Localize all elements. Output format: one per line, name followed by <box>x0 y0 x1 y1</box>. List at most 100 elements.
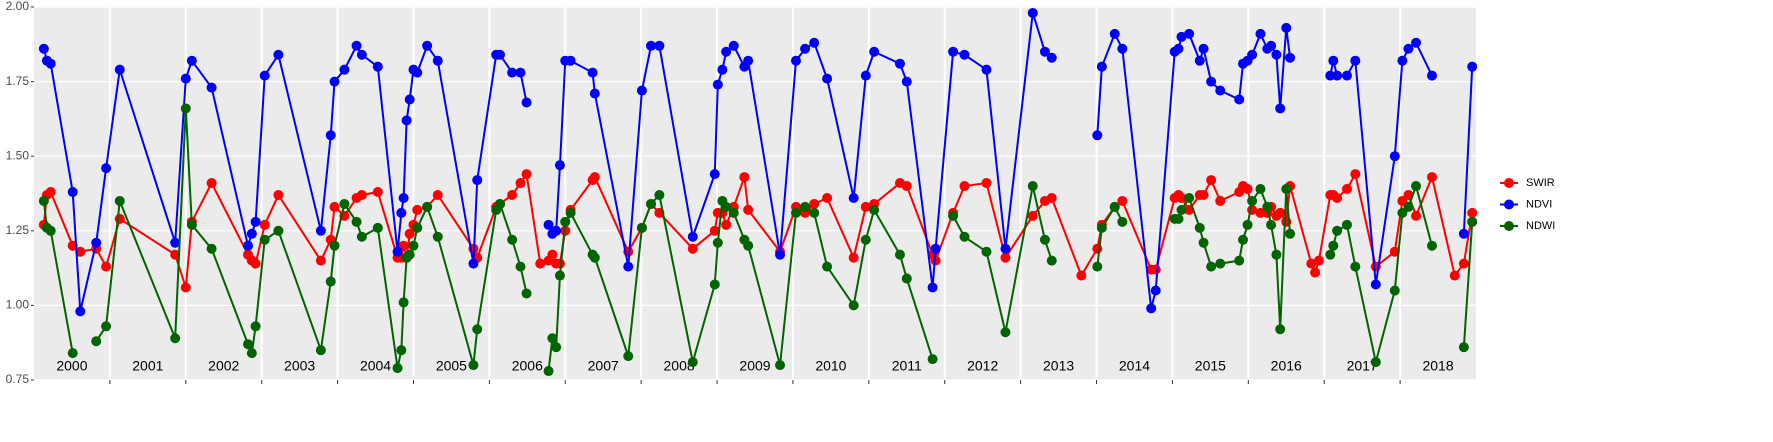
point <box>1000 243 1011 254</box>
point <box>259 70 270 81</box>
x-tick-label: 2011 <box>892 358 922 374</box>
point <box>623 351 634 362</box>
point <box>1215 258 1226 269</box>
legend-point <box>1504 221 1514 231</box>
point <box>636 85 647 96</box>
point <box>259 234 270 245</box>
point <box>392 363 403 374</box>
point <box>959 231 970 242</box>
point <box>372 187 383 198</box>
point <box>930 243 941 254</box>
point <box>981 64 992 75</box>
x-tick-label: 2007 <box>588 358 619 374</box>
point <box>38 195 49 206</box>
point <box>243 240 254 251</box>
point <box>273 225 284 236</box>
point <box>186 219 197 230</box>
point <box>927 282 938 293</box>
point <box>329 76 340 87</box>
point <box>981 246 992 257</box>
point <box>535 258 546 269</box>
point <box>1328 240 1339 251</box>
point <box>325 130 336 141</box>
point <box>1255 28 1266 39</box>
point <box>743 55 754 66</box>
point <box>1266 219 1277 230</box>
point <box>901 76 912 87</box>
point <box>948 210 959 221</box>
point <box>809 207 820 218</box>
point <box>1206 261 1217 272</box>
x-tick-label: 2002 <box>208 358 239 374</box>
point <box>848 300 859 311</box>
point <box>243 339 254 350</box>
point <box>38 43 49 54</box>
point <box>372 61 383 72</box>
x-tick-label: 2017 <box>1347 358 1378 374</box>
point <box>547 249 558 260</box>
point <box>1426 172 1437 183</box>
point <box>1341 184 1352 195</box>
point <box>1215 85 1226 96</box>
point <box>1458 342 1469 353</box>
point <box>392 246 403 257</box>
point <box>1096 222 1107 233</box>
point <box>1449 270 1460 281</box>
point <box>412 67 423 78</box>
point <box>170 249 181 260</box>
point <box>67 348 78 359</box>
point <box>709 225 720 236</box>
point <box>180 282 191 293</box>
point <box>246 348 257 359</box>
point <box>250 216 261 227</box>
x-tick-label: 2000 <box>56 358 87 374</box>
legend-point <box>1504 178 1514 188</box>
point <box>1092 130 1103 141</box>
point <box>687 357 698 368</box>
point <box>717 64 728 75</box>
point <box>1281 184 1292 195</box>
point <box>67 187 78 198</box>
point <box>1000 252 1011 263</box>
point <box>721 46 732 57</box>
point <box>339 64 350 75</box>
point <box>515 67 526 78</box>
point <box>1350 169 1361 180</box>
point <box>1146 303 1157 314</box>
point <box>515 261 526 272</box>
point <box>1176 204 1187 215</box>
point <box>565 55 576 66</box>
point <box>1247 49 1258 60</box>
point <box>1150 285 1161 296</box>
point <box>1255 207 1266 218</box>
point <box>809 198 820 209</box>
point <box>515 178 526 189</box>
y-tick-label: 1.25 <box>6 223 30 237</box>
point <box>654 40 665 51</box>
point <box>712 237 723 248</box>
point <box>315 345 326 356</box>
point <box>315 255 326 266</box>
legend-point <box>1504 199 1514 210</box>
point <box>800 201 811 212</box>
point <box>709 279 720 290</box>
point <box>1046 255 1057 266</box>
point <box>1341 70 1352 81</box>
point <box>822 261 833 272</box>
x-tick-label: 2018 <box>1422 358 1453 374</box>
point <box>1285 52 1296 63</box>
point <box>1271 249 1282 260</box>
point <box>636 222 647 233</box>
point <box>432 55 443 66</box>
point <box>1332 70 1343 81</box>
point <box>565 207 576 218</box>
point <box>91 336 102 347</box>
point <box>1325 70 1336 81</box>
legend-label: NDWI <box>1526 220 1555 232</box>
point <box>743 240 754 251</box>
point <box>494 198 505 209</box>
point <box>959 181 970 192</box>
point <box>587 67 598 78</box>
point <box>329 240 340 251</box>
point <box>404 228 415 239</box>
